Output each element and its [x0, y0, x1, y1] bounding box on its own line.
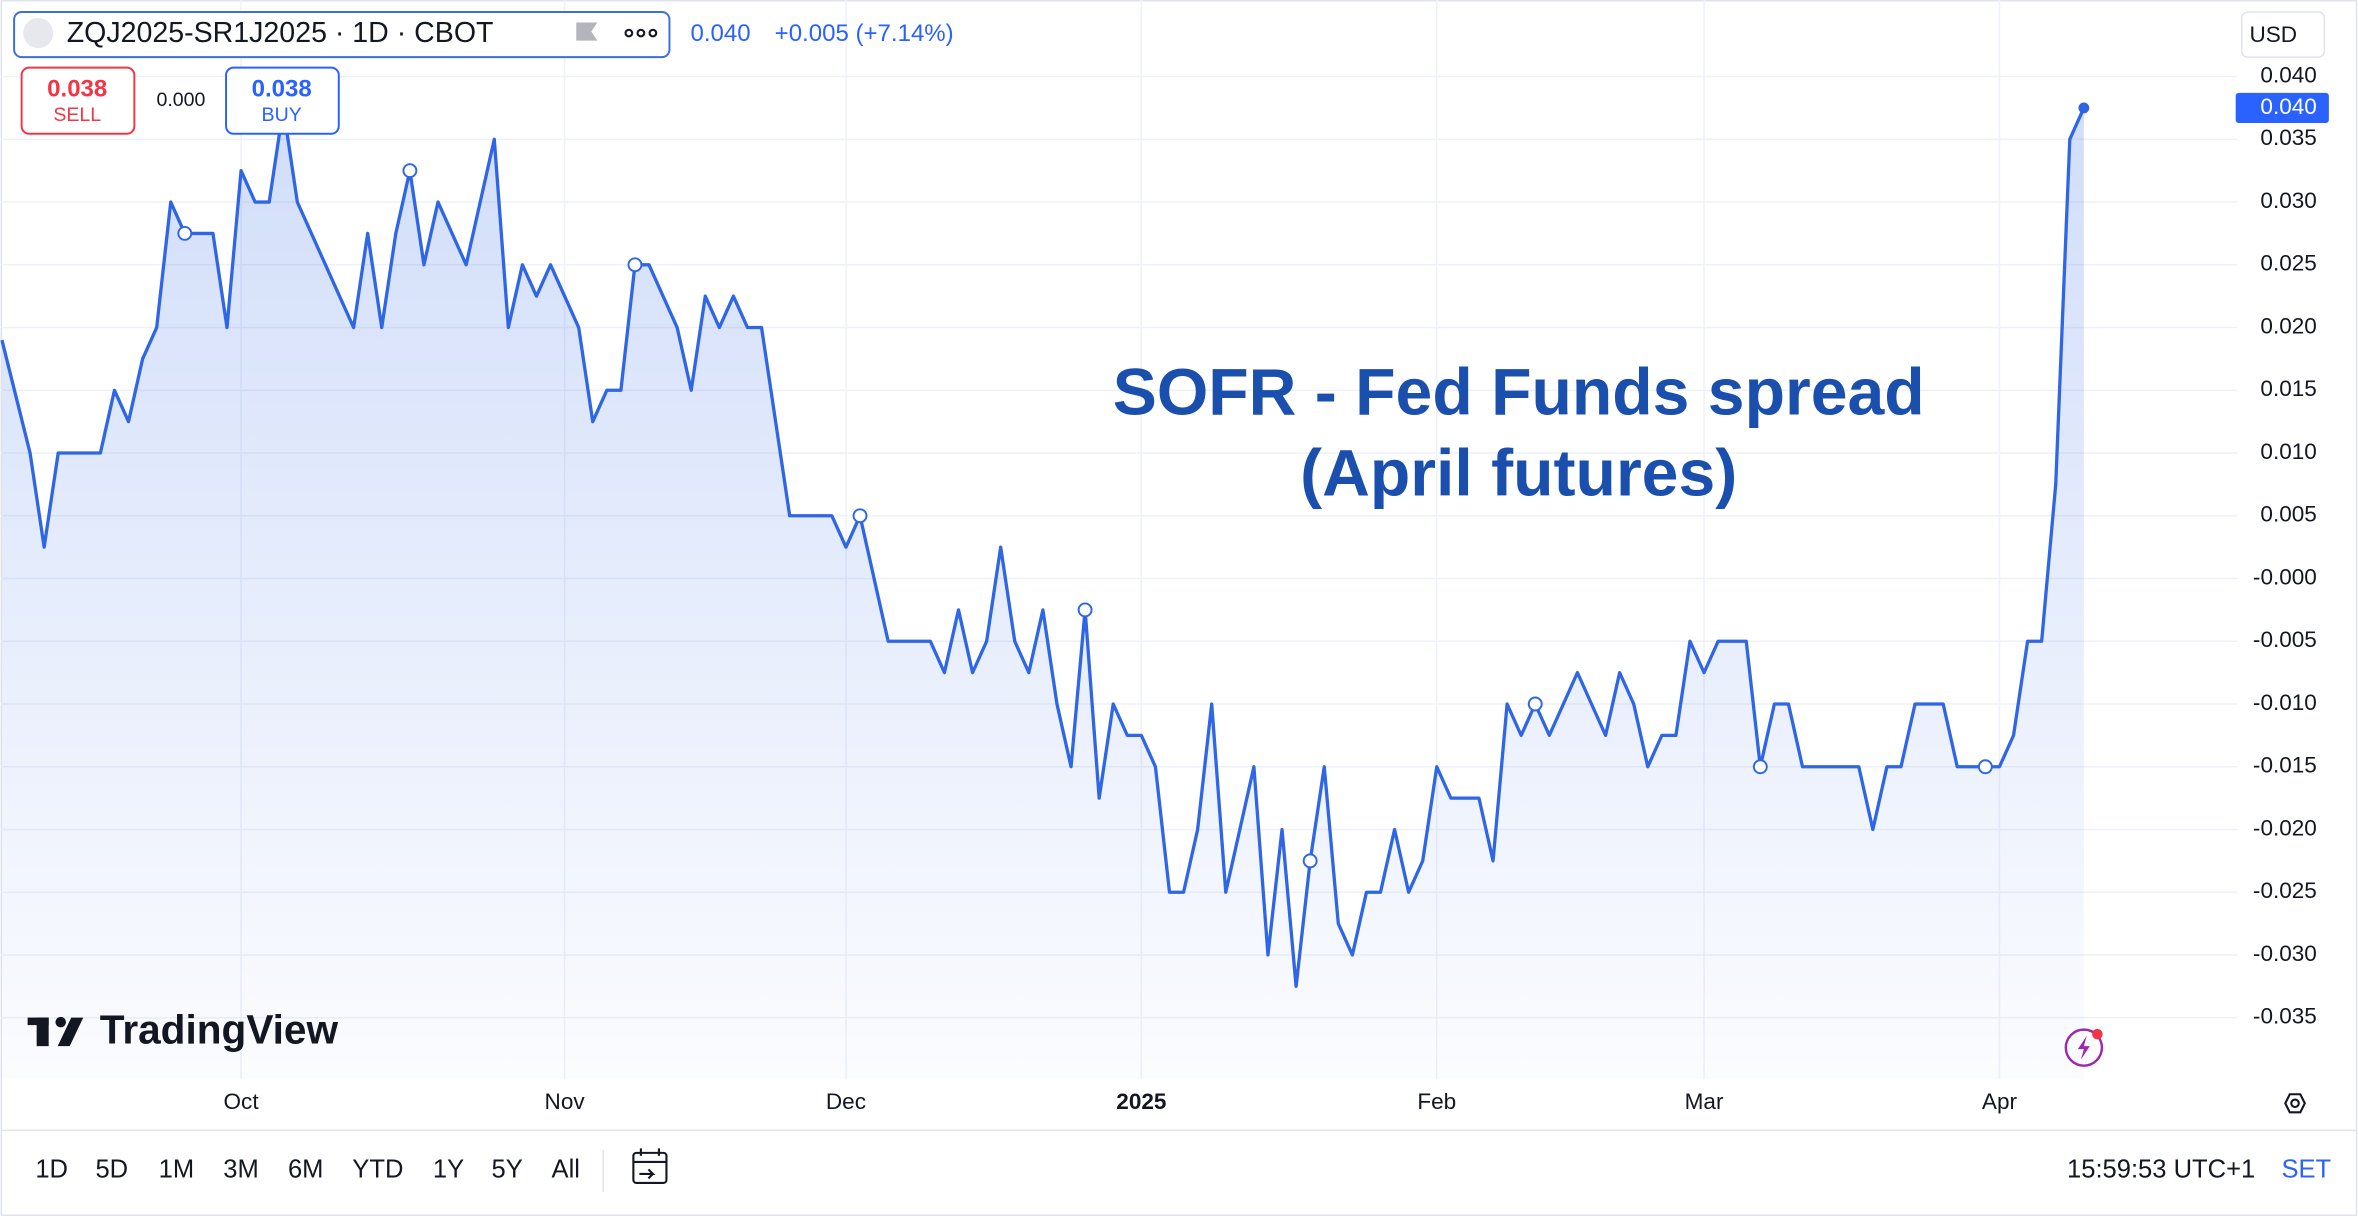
- y-tick-label: 0.020: [2260, 313, 2316, 338]
- more-icon[interactable]: [624, 28, 658, 38]
- settings-icon[interactable]: [2284, 1093, 2306, 1114]
- y-tick-label: -0.025: [2253, 878, 2317, 903]
- range-button[interactable]: 1M: [159, 1156, 195, 1184]
- x-tick-label: Dec: [826, 1089, 866, 1114]
- plot: [0, 102, 2090, 1080]
- symbol-box[interactable]: [13, 11, 671, 59]
- x-tick-label: Apr: [1982, 1089, 2018, 1114]
- y-tick-label: -0.020: [2253, 815, 2317, 840]
- x-tick-label: 2025: [1116, 1089, 1166, 1114]
- alert-icon[interactable]: [2064, 1028, 2104, 1067]
- sell-button[interactable]: [20, 66, 136, 135]
- range-button[interactable]: 5D: [95, 1156, 128, 1184]
- y-tick-label: -0.010: [2253, 690, 2317, 715]
- buy-button[interactable]: [225, 66, 340, 135]
- y-tick-label: 0.040: [2260, 63, 2316, 88]
- range-button[interactable]: 5Y: [491, 1156, 522, 1184]
- symbol-icon: [23, 18, 54, 49]
- flag-icon[interactable]: [576, 22, 598, 41]
- line: [0, 106, 2086, 989]
- range-button[interactable]: 3M: [223, 1156, 259, 1184]
- x-tick-label: Nov: [545, 1089, 586, 1114]
- price-change: +0.005 (+7.14%): [775, 20, 954, 47]
- event-marker: [177, 225, 193, 241]
- y-tick-label: 0.010: [2260, 439, 2316, 464]
- y-tick-label: 0.005: [2260, 502, 2316, 527]
- y-tick-label: 0.015: [2260, 376, 2316, 401]
- range-button[interactable]: 6M: [288, 1156, 324, 1184]
- range-button[interactable]: YTD: [352, 1156, 403, 1184]
- buy-label: BUY: [262, 104, 302, 126]
- y-tick-label: 0.030: [2260, 188, 2316, 213]
- x-tick-label: Oct: [224, 1089, 260, 1114]
- last-value-box: [2235, 92, 2329, 123]
- range-button[interactable]: 1D: [35, 1156, 68, 1184]
- x-tick-label: Feb: [1417, 1089, 1456, 1114]
- last-value-label: 0.040: [2260, 94, 2316, 119]
- event-marker: [1077, 602, 1093, 618]
- y-tick-label: -0.030: [2253, 941, 2317, 966]
- spread: 0.000: [157, 89, 206, 111]
- y-tick-label: -0.035: [2253, 1004, 2317, 1029]
- y-tick-label: 0.025: [2260, 251, 2316, 276]
- y-tick-label: -0.015: [2253, 753, 2317, 778]
- settings-button[interactable]: SET: [2281, 1156, 2331, 1184]
- logo-mark: [27, 1016, 84, 1047]
- event-marker: [1752, 759, 1768, 775]
- event-marker: [1527, 696, 1543, 712]
- annotation: SOFR - Fed Funds spread: [1113, 355, 1925, 429]
- annotation: (April futures): [1300, 436, 1737, 510]
- area-fill: [1, 107, 2084, 1080]
- last-point: [2078, 102, 2090, 114]
- currency-box[interactable]: [2240, 11, 2326, 58]
- event-marker: [852, 508, 868, 524]
- sell-label: SELL: [53, 104, 101, 126]
- buy-price: 0.038: [252, 76, 312, 103]
- event-marker: [1977, 759, 1993, 775]
- date-range-icon[interactable]: [632, 1148, 668, 1184]
- logo-text: TradingView: [100, 1006, 339, 1052]
- event-marker: [627, 257, 643, 273]
- symbol: ZQJ2025-SR1J2025 · 1D · CBOT: [67, 17, 494, 49]
- event-marker: [402, 163, 418, 179]
- y-tick-label: 0.035: [2260, 125, 2316, 150]
- currency: USD: [2249, 22, 2297, 47]
- range-button[interactable]: 1Y: [433, 1156, 464, 1184]
- sell-price: 0.038: [47, 76, 107, 103]
- clock: 15:59:53 UTC+1: [2067, 1156, 2255, 1184]
- x-tick-label: Mar: [1685, 1089, 1724, 1114]
- event-marker: [1302, 853, 1318, 869]
- last-price: 0.040: [690, 20, 750, 47]
- y-tick-label: -0.005: [2253, 627, 2317, 652]
- range-button[interactable]: All: [552, 1156, 580, 1184]
- y-tick-label: -0.000: [2253, 564, 2317, 589]
